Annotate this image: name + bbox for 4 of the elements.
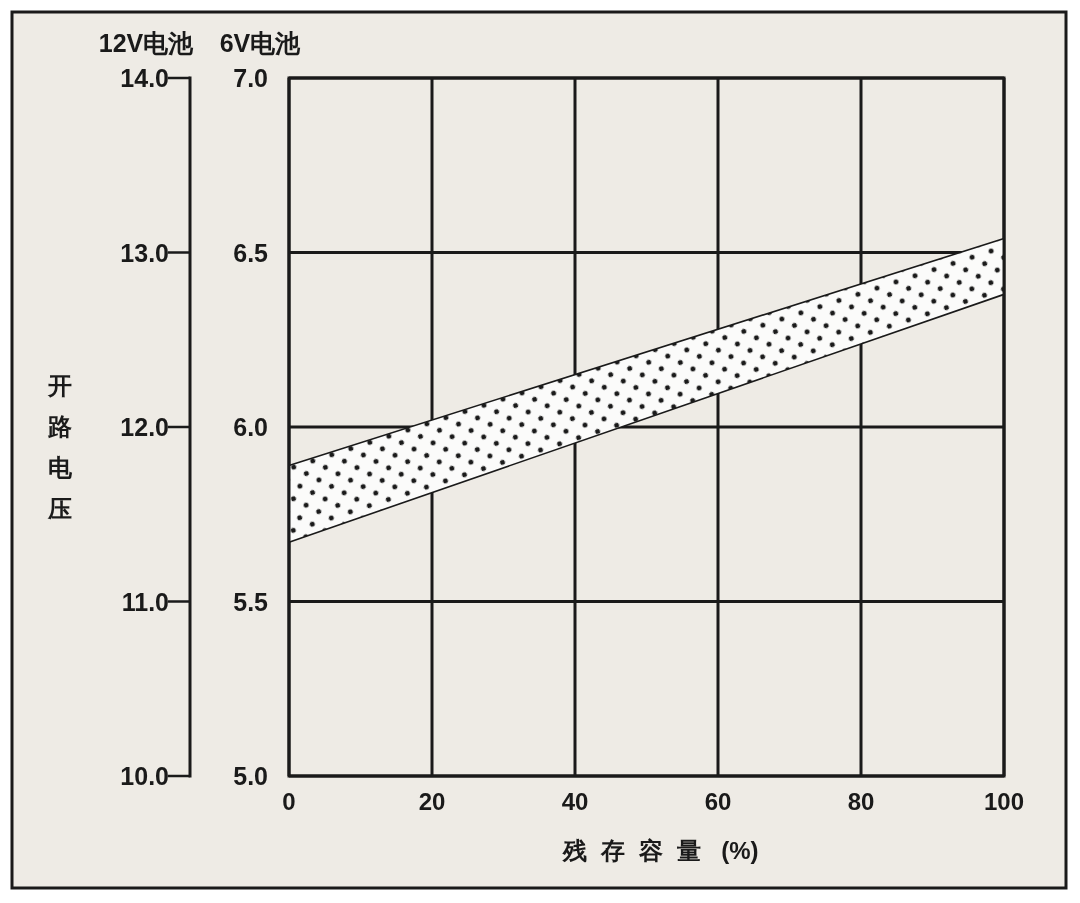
annotation: 开路电压 (48, 372, 72, 522)
y2label: 12V电池 (98, 29, 194, 57)
ylabel: 6V电池 (219, 29, 301, 57)
xlabel: 残存容量 (%) (562, 837, 759, 864)
